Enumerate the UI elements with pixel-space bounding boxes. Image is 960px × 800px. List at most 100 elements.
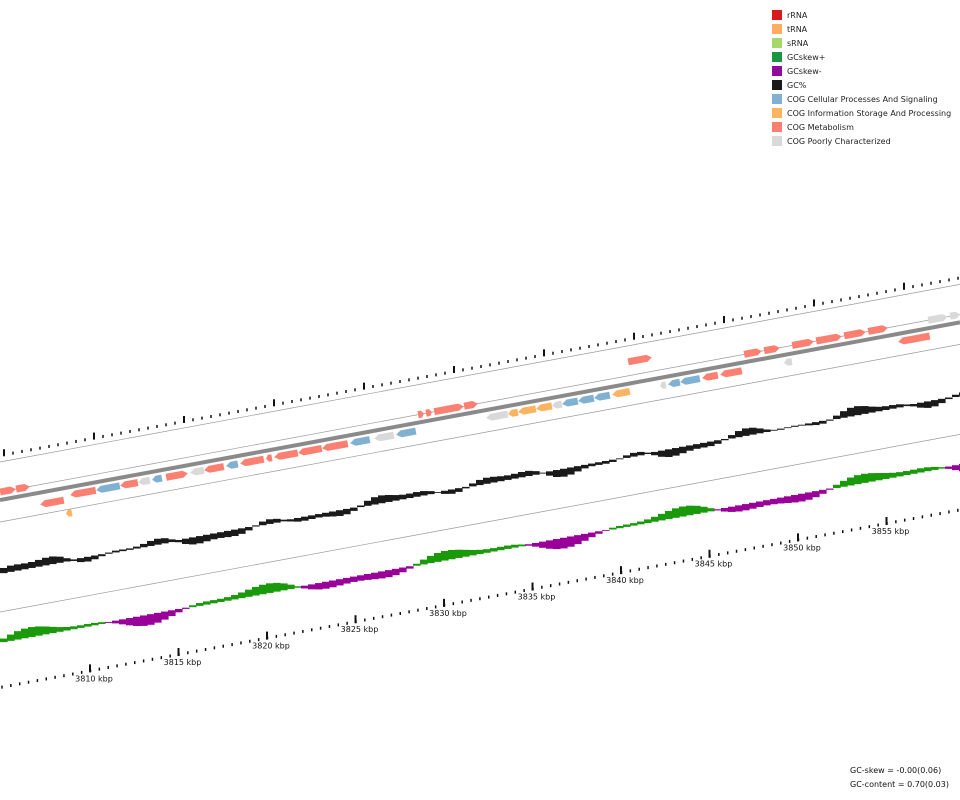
gene-arrow-shape — [743, 348, 762, 358]
gc-percent-bar — [735, 431, 743, 438]
gc-skew-bar — [294, 586, 302, 588]
gc-percent-bar — [917, 402, 925, 408]
gc-percent-bar — [749, 427, 757, 435]
gene-arrow — [120, 479, 139, 489]
gene-arrow-shape — [843, 329, 866, 340]
gene-arrow-shape — [627, 354, 652, 366]
gene-arrow-shape — [274, 449, 299, 460]
gc-percent-bar — [686, 445, 694, 451]
gene-arrow — [15, 483, 30, 493]
gc-percent-bar — [770, 429, 778, 431]
gc-percent-bar — [427, 491, 435, 495]
gc-percent-bar — [784, 427, 792, 429]
gc-skew-bar — [763, 500, 771, 506]
gc-skew-bar — [567, 536, 575, 547]
legend-item-rrna: rRNA — [772, 8, 951, 22]
gc-skew-bar — [168, 610, 176, 617]
legend-swatch — [772, 66, 782, 76]
gc-percent-bar — [441, 490, 449, 494]
gc-skew-bar — [714, 509, 722, 511]
gc-percent-bar — [847, 407, 855, 417]
gc-percent-bar — [763, 429, 771, 432]
gc-percent-bar — [728, 435, 736, 439]
gene-arrow-shape — [396, 427, 417, 438]
gc-percent-bar — [756, 428, 764, 434]
gc-percent-bar — [98, 554, 106, 557]
gc-skew-bar — [784, 496, 792, 503]
gene-arrow — [486, 410, 509, 421]
gc-percent-bar — [448, 489, 456, 494]
gene-arrow-shape — [508, 408, 519, 417]
gc-skew-bar — [518, 544, 526, 547]
gene-arrow-shape — [594, 391, 611, 401]
gc-percent-bar — [658, 450, 666, 457]
gene-arrow — [552, 400, 563, 409]
gc-percent-bar — [378, 495, 386, 504]
guide-line — [0, 344, 960, 523]
legend-label: COG Information Storage And Processing — [787, 108, 952, 118]
outer-tick-ring — [3, 276, 959, 457]
gc-percent-bar — [42, 557, 50, 566]
gene-arrow — [96, 482, 121, 493]
gc-skew-bar — [231, 595, 239, 600]
gc-skew-bar — [252, 586, 260, 596]
gc-percent-bar — [707, 441, 715, 447]
gc-percent-bar — [679, 446, 687, 454]
gene-arrow — [898, 332, 931, 345]
gene-arrow-shape — [425, 409, 432, 417]
gc-percent-bar — [399, 494, 407, 500]
gc-percent-bar — [189, 537, 197, 545]
gc-percent-bar — [518, 471, 526, 478]
gene-arrow — [274, 449, 299, 460]
gc-skew-bar — [119, 619, 127, 625]
gc-skew-bar — [700, 506, 708, 513]
gc-skew-bar — [903, 471, 911, 476]
gene-arrow — [660, 381, 667, 389]
gc-percent-bar — [105, 552, 113, 554]
kbp-scale-ring: 3810 kbp 3815 kbp 3820 kbp 3825 kbp 3830 kbp… — [1, 508, 959, 689]
gc-skew-bar — [7, 634, 15, 641]
gc-percent-bar — [574, 466, 582, 472]
gene-arrow-shape — [867, 325, 888, 335]
gc-skew-bar — [609, 527, 617, 530]
scale-tick-label: 3825 kbp — [341, 625, 379, 634]
scale-tick-label: 3815 kbp — [164, 658, 202, 667]
gc-skew-bar — [147, 614, 155, 625]
gene-arrow — [266, 454, 273, 462]
legend-label: COG Metabolism — [787, 122, 854, 132]
gc-skew-bar — [483, 549, 491, 553]
gc-skew-bar — [49, 626, 57, 634]
gene-arrow-shape — [0, 486, 16, 496]
gc-skew-bar — [301, 585, 309, 589]
gc-skew-bar — [217, 598, 225, 603]
gene-arrow — [240, 455, 265, 467]
gc-skew-bar — [308, 584, 316, 590]
gc-skew-bar — [945, 466, 953, 469]
gc-skew-bar — [378, 571, 386, 579]
gc-skew-bar — [791, 495, 799, 503]
gc-percent-bar — [497, 476, 505, 482]
scale-tick-label: 3830 kbp — [429, 609, 467, 618]
gc-percent-bar — [651, 451, 659, 456]
gc-skew-bar — [245, 589, 253, 597]
gc-skew-bar — [357, 575, 365, 581]
gc-percent-bar — [91, 555, 99, 560]
gene-arrow — [702, 371, 719, 381]
gc-percent-bar — [7, 565, 15, 572]
gc-skew-bar — [175, 608, 183, 613]
gc-percent-bar — [896, 404, 904, 408]
gc-skew-bar — [98, 622, 106, 625]
gc-percent-bar — [567, 467, 575, 475]
legend-swatch — [772, 136, 782, 146]
gc-skew-bar — [406, 566, 414, 569]
gc-skew-bar — [350, 576, 358, 582]
gc-percent-bar — [665, 449, 673, 458]
gc-skew-bar — [133, 616, 141, 627]
gc-skew-bar — [882, 473, 890, 479]
gc-percent-bar — [273, 518, 281, 523]
gene-arrow-shape — [562, 397, 579, 407]
gene-arrow-shape — [417, 410, 424, 419]
gc-skew-bar — [602, 529, 610, 531]
gc-skew-bar — [420, 559, 428, 565]
gc-skew-bar — [182, 607, 190, 609]
